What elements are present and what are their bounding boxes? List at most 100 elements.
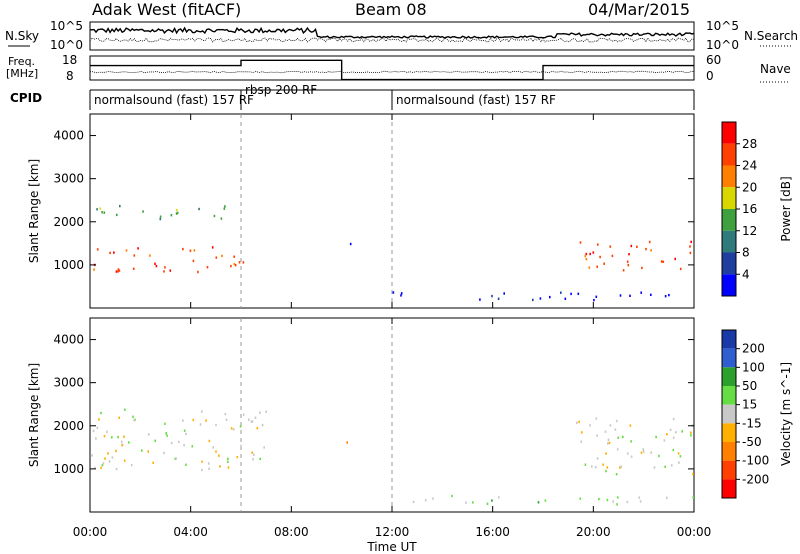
range-gate-cell (238, 261, 241, 264)
range-gate-cell (232, 428, 235, 431)
colorbar-swatch (722, 165, 736, 188)
range-gate-cell (116, 213, 118, 217)
range-gate-cell (593, 298, 595, 302)
range-gate-cell (108, 460, 111, 463)
range-gate-cell (251, 451, 253, 454)
range-gate-cell (192, 418, 195, 422)
range-gate-cell (100, 466, 102, 470)
colorbar-frame (721, 329, 737, 499)
range-gate-cell (189, 249, 192, 252)
range-gate-cell (137, 247, 139, 250)
range-gate-cell (165, 432, 167, 435)
range-gate-cell (121, 444, 123, 447)
y-tick-label: 4000 (53, 129, 84, 143)
range-gate-cell (233, 255, 235, 258)
range-gate-cell (650, 249, 652, 252)
range-gate-cell (584, 254, 587, 258)
range-gate-cell (120, 440, 123, 443)
x-tick-label: 16:00 (475, 525, 510, 539)
colorbar-label: Velocity [m s^-1] (779, 362, 793, 466)
y-axis-label: Slant Range [km] (27, 159, 41, 263)
range-gate-cell (596, 434, 598, 437)
range-gate-cell (142, 210, 144, 213)
range-gate-cell (630, 440, 632, 443)
cpid-segment-label: normalsound (fast) 157 RF (396, 93, 556, 107)
colorbar-swatch (722, 367, 736, 386)
range-gate-cell (175, 208, 178, 212)
range-gate-cell (185, 463, 187, 466)
range-gate-cell (259, 457, 261, 461)
power-panel: 1000 2000 3000 4000 Slant Range [km] 4 8 12 16 20… (27, 113, 793, 309)
range-gate-cell (124, 408, 126, 411)
station-title: Adak West (fitACF) (92, 0, 241, 19)
range-gate-cell (677, 452, 680, 455)
range-gate-cell (664, 465, 666, 468)
range-gate-cell (227, 457, 229, 460)
range-gate-cell (595, 417, 598, 420)
range-gate-cell (630, 244, 633, 248)
range-gate-cell (176, 211, 179, 215)
range-gate-cell (653, 466, 656, 469)
colorbar-swatch (722, 404, 736, 424)
range-gate-cell (233, 262, 236, 266)
colorbar-swatch (722, 122, 736, 144)
range-gate-cell (642, 450, 645, 453)
range-gate-cell (223, 207, 226, 210)
range-gate-cell (503, 292, 505, 295)
colorbar-tick-label: 16 (742, 202, 757, 216)
range-gate-cell (225, 418, 228, 421)
range-gate-cell (174, 457, 176, 460)
range-gate-cell (93, 268, 95, 271)
range-gate-cell (627, 263, 630, 267)
range-gate-cell (642, 448, 644, 451)
range-gate-cell (132, 267, 135, 270)
y-tick-label: 2000 (53, 215, 84, 229)
range-gate-cell (182, 419, 184, 422)
nsearch-tick-bottom: 10^0 (706, 38, 739, 52)
range-gate-cell (215, 450, 217, 453)
range-gate-cell (92, 429, 95, 433)
range-gate-cell (620, 465, 622, 468)
colorbar-swatch (722, 252, 736, 275)
colorbar-swatch (722, 442, 736, 461)
range-gate-cell (497, 297, 500, 300)
range-gate-cell (218, 454, 220, 457)
colorbar-tick-label: 24 (742, 159, 757, 173)
range-gate-cell (96, 426, 99, 429)
x-tick-label: 12:00 (375, 525, 410, 539)
colorbar-tick-label: 100 (742, 360, 765, 374)
cpid-segment-label: normalsound (fast) 157 RF (94, 93, 254, 107)
range-gate-cell (206, 266, 209, 269)
range-gate-cell (163, 270, 165, 273)
range-gate-cell (658, 454, 660, 458)
date-title: 04/Mar/2015 (588, 0, 690, 19)
range-gate-cell (615, 473, 618, 476)
range-gate-cell (154, 439, 156, 442)
range-gate-cell (147, 450, 149, 453)
colorbar-label: Power [dB] (779, 176, 793, 241)
range-gate-cell (608, 441, 611, 445)
range-gate-cell (622, 269, 625, 272)
range-gate-cell (115, 449, 117, 453)
y-tick-label: 4000 (53, 333, 84, 347)
nave-label: Nave (760, 62, 791, 76)
range-gate-cell (666, 433, 668, 436)
range-gate-cell (242, 413, 245, 416)
range-gate-cell (149, 254, 151, 257)
range-gate-cell (104, 457, 106, 460)
range-gate-cell (630, 455, 633, 458)
range-gate-cell (199, 423, 202, 426)
range-gate-cell (584, 463, 587, 466)
range-gate-cell (159, 215, 162, 218)
range-gate-cell (169, 269, 172, 272)
range-gate-cell (106, 430, 108, 434)
range-gate-cell (175, 457, 177, 460)
range-gate-cell (227, 460, 229, 463)
range-gate-cell (256, 427, 259, 430)
range-gate-cell (451, 494, 453, 498)
range-gate-cell (690, 240, 692, 244)
range-gate-cell (486, 502, 489, 505)
colorbar-tick-label: 4 (742, 267, 750, 281)
colorbar-swatch (722, 230, 736, 253)
range-gate-cell (193, 249, 196, 252)
